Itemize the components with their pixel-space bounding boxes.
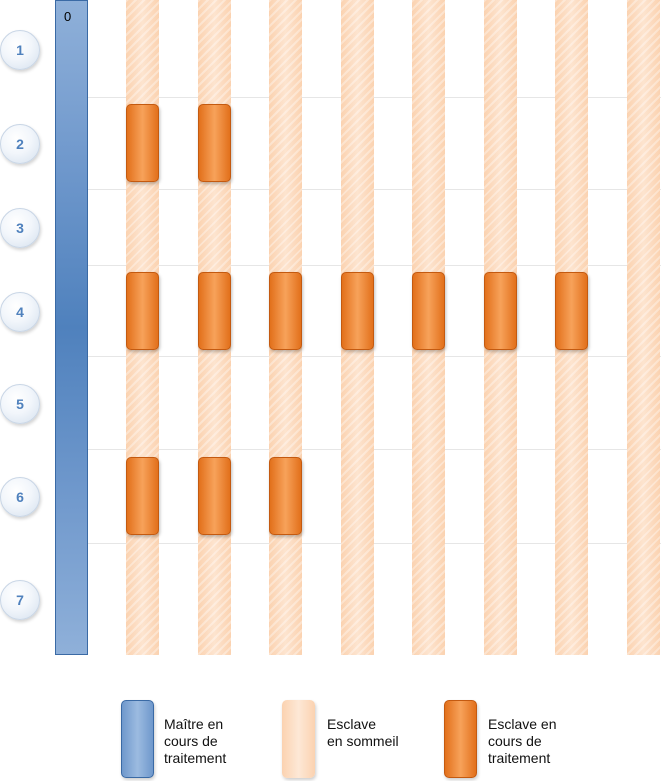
active-slave-1-step-6 xyxy=(126,457,159,535)
step-marker-1: 1 xyxy=(0,29,40,70)
active-slave-7-step-4 xyxy=(555,271,588,350)
master-label: 0 xyxy=(64,9,72,24)
legend-master-swatch xyxy=(121,700,154,778)
active-slave-4-step-4 xyxy=(340,271,374,350)
step-marker-6: 6 xyxy=(0,477,40,517)
active-slave-6-step-4 xyxy=(483,271,517,350)
step-marker-3: 3 xyxy=(0,208,40,248)
active-slave-2-step-6 xyxy=(197,457,231,535)
step-marker-4: 4 xyxy=(0,291,40,332)
active-slave-1-step-2 xyxy=(126,104,159,182)
active-slave-1-step-4 xyxy=(126,271,159,350)
legend-master-label: Maître en cours de traitement xyxy=(164,716,227,766)
legend-active-label: Esclave en cours de traitement xyxy=(488,716,557,766)
step-marker-2: 2 xyxy=(0,124,40,164)
active-slave-5-step-4 xyxy=(412,271,445,350)
legend-active-swatch xyxy=(444,700,477,778)
legend-sleeping-swatch xyxy=(282,700,315,778)
legend-sleeping-label: Esclave en sommeil xyxy=(327,716,399,749)
slave-column-8 xyxy=(626,0,660,655)
active-slave-3-step-4 xyxy=(269,271,302,350)
active-slave-2-step-4 xyxy=(197,271,231,350)
master-bar xyxy=(55,0,88,655)
active-slave-2-step-2 xyxy=(197,104,231,182)
step-marker-7: 7 xyxy=(0,580,40,620)
active-slave-3-step-6 xyxy=(269,457,302,535)
step-marker-5: 5 xyxy=(0,383,40,424)
